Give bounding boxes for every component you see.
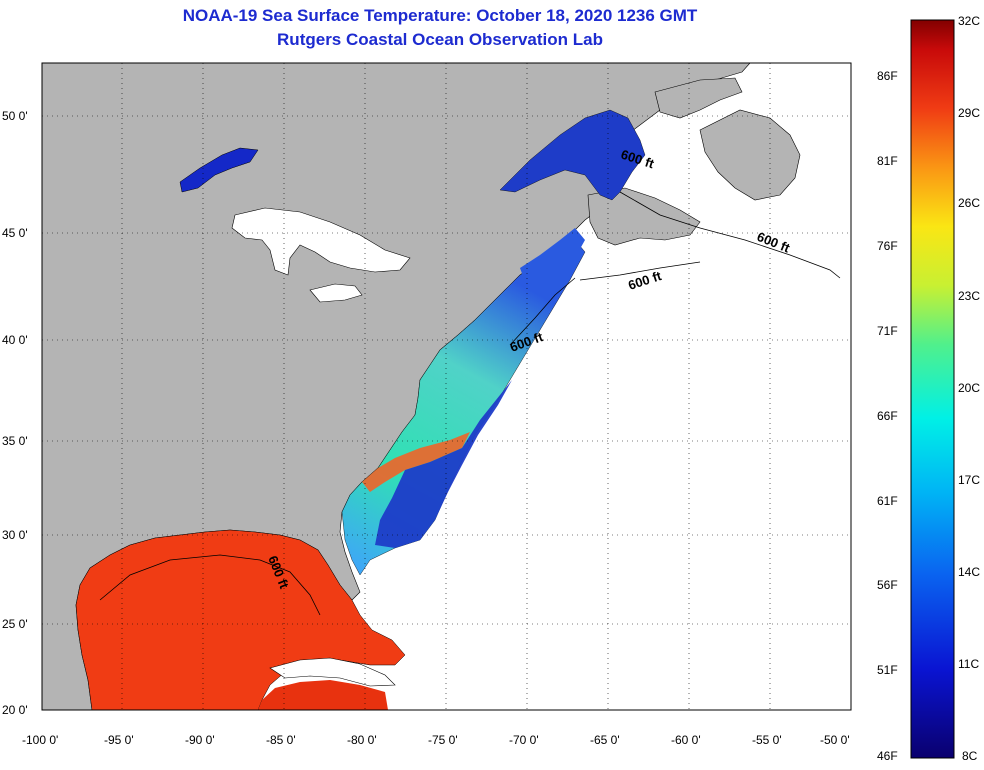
lake-superior [179,147,259,193]
lon-label: -55 0' [752,733,782,747]
colorbar-c-label: 26C [958,196,980,210]
colorbar-f-label: 66F [877,409,898,423]
colorbar-celsius-labels: 32C 29C 26C 23C 20C 17C 14C 11C 8C [958,14,980,763]
cuba [269,657,396,687]
colorbar-c-label: 8C [962,749,978,763]
land-labrador [654,77,743,119]
map-border [41,62,852,711]
lon-label: -80 0' [347,733,377,747]
lon-label: -95 0' [104,733,134,747]
colorbar-f-label: 81F [877,154,898,168]
colorbar-f-label: 46F [877,749,898,763]
lon-label: -60 0' [671,733,701,747]
colorbar [910,19,955,759]
lat-label: 40 0' [2,333,28,347]
lat-label: 30 0' [2,528,28,542]
lon-label: -75 0' [428,733,458,747]
st-lawrence-sst [499,109,646,201]
lat-label: 20 0' [2,703,28,717]
land-maritimes [587,187,701,246]
great-lakes [231,207,411,303]
lon-label: -85 0' [266,733,296,747]
lat-label: 25 0' [2,617,28,631]
gulf-stream-band [362,432,470,492]
colorbar-f-label: 86F [877,69,898,83]
colorbar-c-label: 23C [958,289,980,303]
colorbar-c-label: 32C [958,14,980,28]
colorbar-f-label: 76F [877,239,898,253]
lon-label: -90 0' [185,733,215,747]
colorbar-fahrenheit-labels: 86F 81F 76F 71F 66F 61F 56F 51F 46F [877,69,898,763]
depth-contour-lines [99,191,841,616]
longitude-axis: -100 0' -95 0' -90 0' -85 0' -80 0' -75 … [22,733,850,747]
colorbar-c-label: 29C [958,106,980,120]
map-subtitle: Rutgers Coastal Ocean Observation Lab [277,30,603,49]
gulf-of-maine-sst [520,228,585,282]
colorbar-c-label: 14C [958,565,980,579]
land-newfoundland [699,109,801,201]
colorbar-f-label: 61F [877,494,898,508]
colorbar-f-label: 51F [877,663,898,677]
offshore-cold-sst [375,380,512,548]
lat-label: 35 0' [2,434,28,448]
map-title: NOAA-19 Sea Surface Temperature: October… [182,6,698,25]
colorbar-c-label: 17C [958,473,980,487]
lon-label: -70 0' [509,733,539,747]
lat-label: 45 0' [2,226,28,240]
colorbar-c-label: 11C [958,657,979,671]
lon-label: -65 0' [590,733,620,747]
colorbar-f-label: 71F [877,324,898,338]
lat-label: 50 0' [2,109,28,123]
latitude-axis: 50 0' 45 0' 40 0' 35 0' 30 0' 25 0' 20 0… [2,109,28,717]
caribbean-sst [258,680,388,710]
lon-label: -100 0' [22,733,58,747]
colorbar-f-label: 56F [877,578,898,592]
colorbar-c-label: 20C [958,381,980,395]
lon-label: -50 0' [820,733,850,747]
